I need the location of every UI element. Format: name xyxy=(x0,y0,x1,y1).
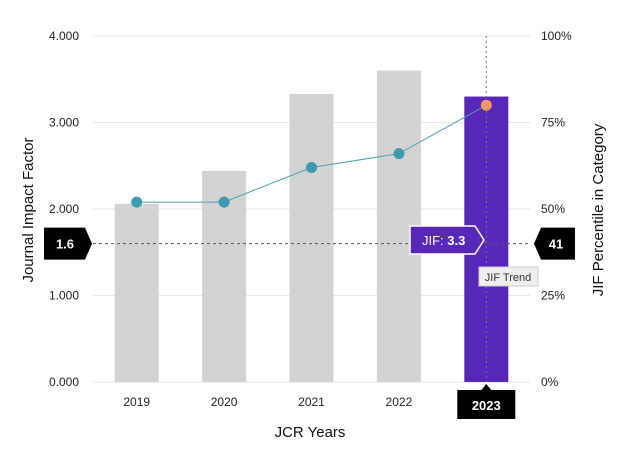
jif-tooltip-prefix: JIF: xyxy=(422,233,447,248)
y-right-tick-label: 0% xyxy=(541,375,559,389)
bar xyxy=(114,203,159,382)
right-y-axis: 0% 25% 50% 75% 100% xyxy=(541,29,572,389)
right-callout-shape xyxy=(534,227,575,260)
x-axis: 2019 2020 2021 2022 xyxy=(123,395,412,409)
x-tick-label: 2022 xyxy=(386,395,413,409)
year-badge-shape xyxy=(457,384,516,419)
x-tick-label: 2020 xyxy=(211,395,238,409)
y-right-tick-label: 75% xyxy=(541,116,565,130)
y-tick-label: 4.000 xyxy=(49,29,79,43)
y-right-tick-label: 100% xyxy=(541,29,572,43)
bar xyxy=(289,93,334,382)
trend-point xyxy=(306,161,317,173)
y-tick-label: 3.000 xyxy=(49,116,79,130)
y-right-tick-label: 50% xyxy=(541,202,565,216)
x-tick-label: 2021 xyxy=(298,395,325,409)
right-y-axis-title: JIF Percentile in Category xyxy=(590,123,607,296)
y-tick-label: 0.000 xyxy=(49,375,79,389)
left-callout-value: 1.6 xyxy=(56,237,74,252)
jif-tooltip: JIF: 3.3 xyxy=(409,225,485,255)
jif-tooltip-shape xyxy=(409,225,485,255)
trend-line xyxy=(131,99,492,208)
left-y-axis: 0.000 1.000 2.000 3.000 4.000 xyxy=(49,29,79,389)
trend-label-text: JIF Trend xyxy=(485,272,531,284)
right-reference-callout: 41 xyxy=(534,227,575,260)
highlight-year-badge: 2023 xyxy=(457,384,516,419)
trend-point xyxy=(131,196,143,208)
trend-point-highlight xyxy=(480,99,492,111)
jif-tooltip-value: 3.3 xyxy=(447,233,465,248)
year-badge-label: 2023 xyxy=(472,398,501,413)
left-callout-shape xyxy=(44,227,92,260)
trend-label-box xyxy=(478,266,539,287)
callouts: 1.6 41 2023 JIF: 3.3 JIF Trend xyxy=(44,225,575,419)
trend-point xyxy=(393,148,405,160)
right-callout-value: 41 xyxy=(549,237,563,252)
y-tick-label: 2.000 xyxy=(49,202,79,216)
left-reference-callout: 1.6 xyxy=(44,227,92,260)
trend-point xyxy=(218,196,230,208)
y-tick-label: 1.000 xyxy=(49,289,79,303)
left-y-axis-title: Journal Impact Factor xyxy=(20,137,37,282)
x-tick-label: 2019 xyxy=(123,395,150,409)
trend-label: JIF Trend xyxy=(478,266,539,287)
x-axis-title: JCR Years xyxy=(275,424,346,441)
y-right-tick-label: 25% xyxy=(541,289,565,303)
jif-tooltip-text: JIF: 3.3 xyxy=(422,233,465,248)
